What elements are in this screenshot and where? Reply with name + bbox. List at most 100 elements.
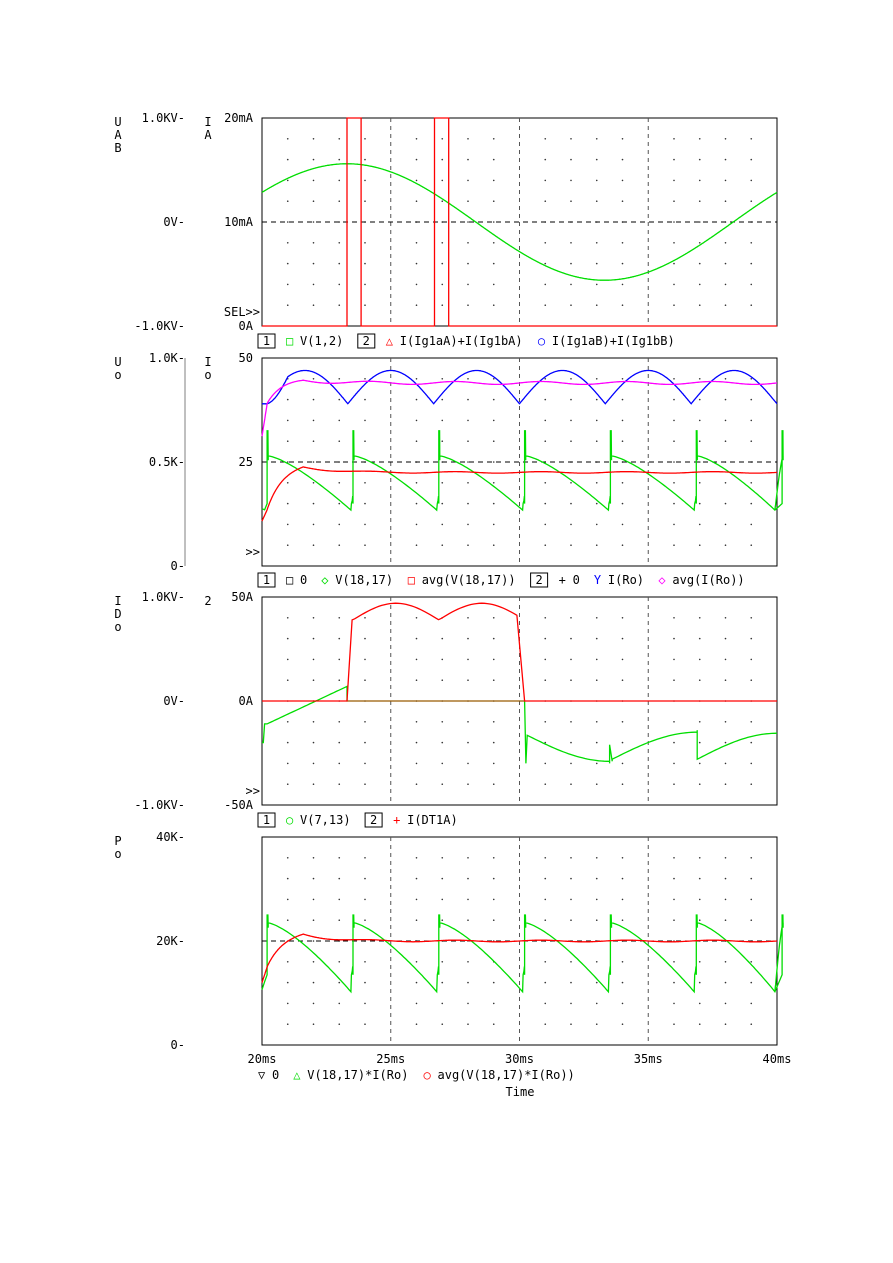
- series-line-v-1-2-: [261, 163, 778, 281]
- grid-dot: [724, 658, 727, 661]
- grid-dot: [673, 221, 675, 223]
- grid-dot: [286, 544, 289, 546]
- grid-dot: [364, 1002, 366, 1005]
- grid-dot: [364, 762, 366, 765]
- grid-dot: [364, 857, 366, 859]
- grid-dot: [750, 637, 753, 640]
- grid-dot: [621, 857, 624, 859]
- legend-axis-number: 1: [263, 573, 270, 587]
- grid-dot: [750, 419, 753, 422]
- legend-symbol: +: [559, 573, 566, 587]
- grid-dot: [698, 981, 701, 984]
- grid-dot: [750, 783, 753, 785]
- grid-dot: [621, 242, 624, 244]
- grid-dot: [750, 1023, 753, 1025]
- grid-dot: [595, 304, 598, 307]
- grid-dot: [570, 398, 572, 401]
- grid-dot: [492, 482, 495, 484]
- grid-dot: [467, 617, 469, 619]
- grid-dot: [338, 378, 341, 380]
- grid-dot: [415, 961, 418, 963]
- grid-dot: [415, 898, 418, 901]
- grid-dot: [312, 221, 315, 223]
- grid-dot: [286, 679, 289, 681]
- grid-dot: [467, 898, 469, 901]
- grid-dot: [544, 961, 547, 963]
- grid-dot: [544, 741, 547, 744]
- grid-dot: [441, 158, 444, 161]
- grid-dot: [544, 617, 547, 619]
- grid-dot: [724, 721, 727, 723]
- grid-dot: [750, 762, 753, 765]
- selector-marker: >>: [246, 784, 260, 798]
- grid-dot: [415, 138, 418, 140]
- grid-dot: [312, 783, 315, 785]
- selector-marker: SEL>>: [224, 305, 260, 319]
- grid-dot: [724, 898, 727, 901]
- grid-dot: [673, 419, 675, 422]
- series-line-i-ro-: [262, 369, 778, 405]
- grid-dot: [544, 857, 547, 859]
- grid-dot: [698, 200, 701, 202]
- grid-dot: [621, 398, 624, 401]
- grid-dot: [492, 741, 495, 744]
- grid-dot: [595, 158, 598, 161]
- right-tick-label: 20mA: [224, 111, 254, 125]
- grid-dot: [750, 378, 753, 380]
- grid-dot: [338, 200, 341, 202]
- grid-dot: [338, 783, 341, 785]
- grid-dot: [286, 741, 289, 744]
- grid-dot: [750, 544, 753, 546]
- grid-dot: [441, 1002, 444, 1005]
- grid-dot: [467, 658, 469, 661]
- grid-dot: [673, 721, 675, 723]
- grid-dot: [492, 637, 495, 640]
- grid-dot: [338, 741, 341, 744]
- grid-dot: [338, 523, 341, 526]
- grid-dot: [415, 1023, 418, 1025]
- grid-dot: [312, 461, 315, 463]
- grid-dot: [595, 877, 598, 880]
- legend-label: V(7,13): [300, 813, 351, 827]
- grid-dot: [492, 1023, 495, 1025]
- grid-dot: [724, 482, 727, 484]
- grid-dot: [286, 242, 289, 244]
- grid-dot: [570, 179, 572, 182]
- grid-dot: [570, 658, 572, 661]
- grid-dot: [724, 877, 727, 880]
- grid-dot: [544, 877, 547, 880]
- grid-dot: [595, 398, 598, 401]
- grid-dot: [724, 981, 727, 984]
- grid-dot: [286, 762, 289, 765]
- grid-dot: [364, 502, 366, 505]
- grid-dot: [492, 221, 495, 223]
- grid-dot: [595, 721, 598, 723]
- grid-dot: [338, 158, 341, 161]
- left-tick-label: 0V-: [163, 694, 185, 708]
- grid-dot: [595, 898, 598, 901]
- grid-dot: [338, 961, 341, 963]
- grid-dot: [750, 138, 753, 140]
- grid-dot: [673, 179, 675, 182]
- grid-dot: [595, 741, 598, 744]
- grid-dot: [441, 919, 444, 921]
- grid-dot: [621, 378, 624, 380]
- grid-dot: [544, 523, 547, 526]
- grid-dot: [286, 617, 289, 619]
- grid-dot: [467, 304, 469, 307]
- grid-dot: [595, 262, 598, 265]
- grid-dot: [441, 679, 444, 681]
- grid-dot: [492, 857, 495, 859]
- legend-label: 0: [300, 573, 307, 587]
- grid-dot: [621, 783, 624, 785]
- grid-dot: [595, 440, 598, 443]
- grid-dot: [544, 419, 547, 422]
- grid-dot: [724, 242, 727, 244]
- grid-dot: [724, 502, 727, 505]
- grid-dot: [492, 1002, 495, 1005]
- x-tick-label: 20ms: [248, 1052, 277, 1066]
- grid-dot: [570, 857, 572, 859]
- grid-dot: [338, 1002, 341, 1005]
- grid-dot: [492, 617, 495, 619]
- left-axis-label: D: [114, 607, 121, 621]
